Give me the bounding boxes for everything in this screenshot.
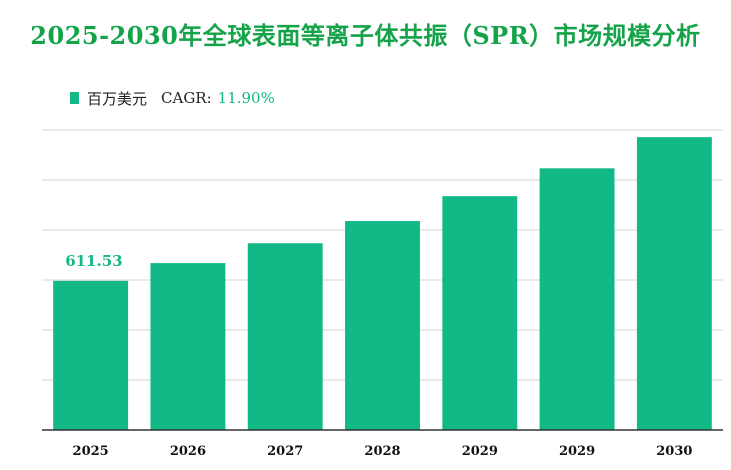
bar <box>53 280 129 430</box>
data-label: 611.53 <box>65 252 122 270</box>
x-tick-label: 2026 <box>170 444 206 459</box>
legend: 百万美元 CAGR: 11.90% <box>70 88 275 108</box>
x-tick-label: 2025 <box>73 444 109 459</box>
bar <box>150 263 226 430</box>
x-tick-label: 2029 <box>462 444 498 459</box>
bar <box>345 221 420 430</box>
legend-cagr-label: CAGR: <box>161 89 212 107</box>
legend-swatch <box>70 92 79 104</box>
bar <box>442 196 518 430</box>
chart-title: 2025-2030年全球表面等离子体共振（SPR）市场规模分析 <box>30 21 701 50</box>
bar <box>539 168 615 430</box>
x-tick-label: 2027 <box>267 444 303 459</box>
legend-unit: 百万美元 <box>87 89 148 108</box>
x-tick-label: 2029 <box>559 444 595 459</box>
x-tick-label: 2028 <box>364 444 400 459</box>
x-tick-label: 2030 <box>656 444 692 459</box>
bar <box>247 243 323 430</box>
legend-cagr-value: 11.90% <box>217 89 275 107</box>
bar <box>636 137 712 431</box>
